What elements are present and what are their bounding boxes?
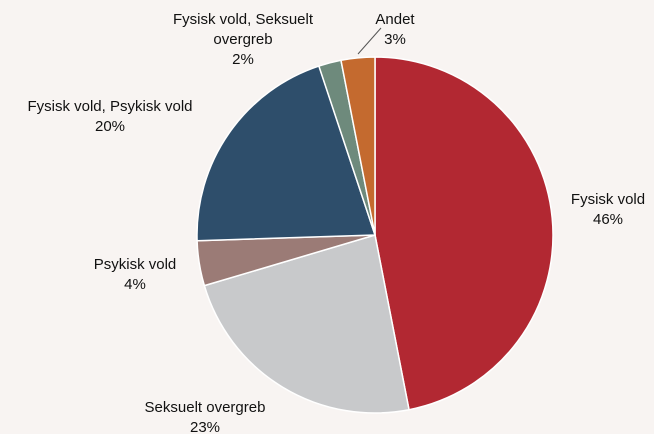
slice-label: Fysisk vold 46% bbox=[548, 190, 654, 230]
pie-slice bbox=[196, 65, 377, 242]
leader-line bbox=[357, 27, 382, 55]
slice-label: Andet 3% bbox=[355, 10, 435, 50]
slice-label: Psykisk vold 4% bbox=[75, 255, 195, 295]
slice-percent: 3% bbox=[384, 31, 406, 48]
slice-name: Psykisk vold bbox=[93, 256, 177, 273]
slice-percent: 23% bbox=[189, 419, 221, 434]
slice-percent: 46% bbox=[592, 211, 624, 228]
slice-name: Seksuelt overgreb bbox=[144, 399, 266, 416]
slice-name: Andet bbox=[375, 11, 415, 28]
slice-name: Fysisk vold, Psykisk vold bbox=[27, 98, 193, 115]
slice-percent: 2% bbox=[232, 51, 254, 68]
pie-slice bbox=[374, 56, 554, 411]
slice-label: Seksuelt overgreb 23% bbox=[120, 398, 290, 434]
slice-percent: 4% bbox=[124, 276, 146, 293]
slice-percent: 20% bbox=[94, 118, 126, 135]
slice-label: Fysisk vold, Psykisk vold 20% bbox=[0, 97, 220, 137]
slice-label: Fysisk vold, Seksuelt overgreb 2% bbox=[153, 10, 333, 70]
slice-name: Fysisk vold bbox=[570, 191, 646, 208]
pie-slice bbox=[203, 234, 410, 414]
slice-name: Fysisk vold, Seksuelt overgreb bbox=[172, 11, 314, 48]
pie-slice bbox=[340, 56, 376, 236]
